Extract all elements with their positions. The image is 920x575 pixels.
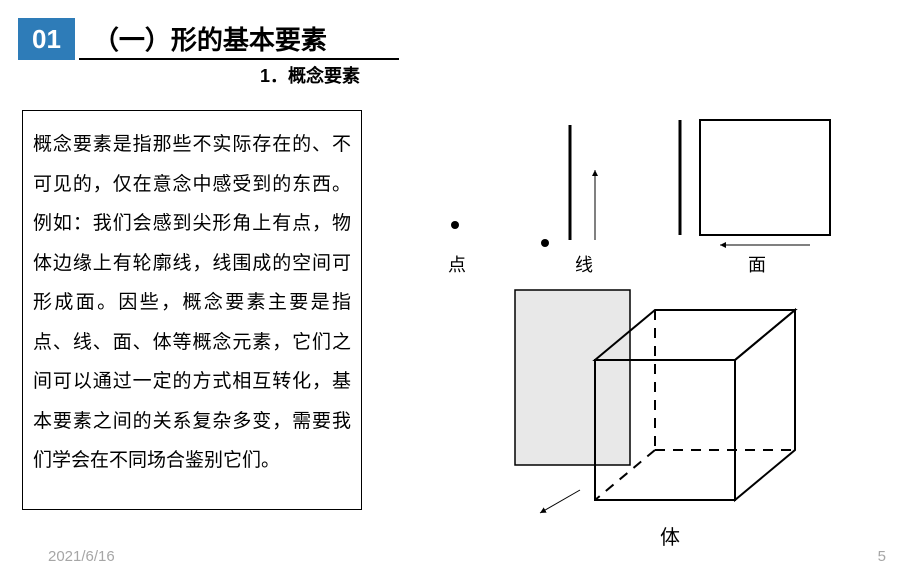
section-subtitle: 1．概念要素 [260,62,360,88]
footer-page-number: 5 [878,548,886,565]
label-plane: 面 [748,251,766,277]
body-paragraph: 概念要素是指那些不实际存在的、不可见的，仅在意念中感受到的东西。例如：我们会感到… [22,110,362,510]
point-dot-icon [451,221,459,229]
concept-diagram: 点 线 面 体 [400,95,880,545]
slide-header: 01 （一）形的基本要素 [18,18,399,60]
section-title: （一）形的基本要素 [79,18,399,60]
line-demo-dot-icon [541,239,549,247]
plane-demo-rect [700,120,830,235]
section-number-badge: 01 [18,18,75,60]
label-line: 线 [575,251,593,277]
cube-right-face [735,310,795,500]
solid-demo-arrow [540,490,580,513]
label-point: 点 [448,251,466,277]
solid-back-plane [515,290,630,465]
label-solid: 体 [660,521,680,550]
diagram-svg [400,95,880,545]
footer-date: 2021/6/16 [48,548,115,565]
